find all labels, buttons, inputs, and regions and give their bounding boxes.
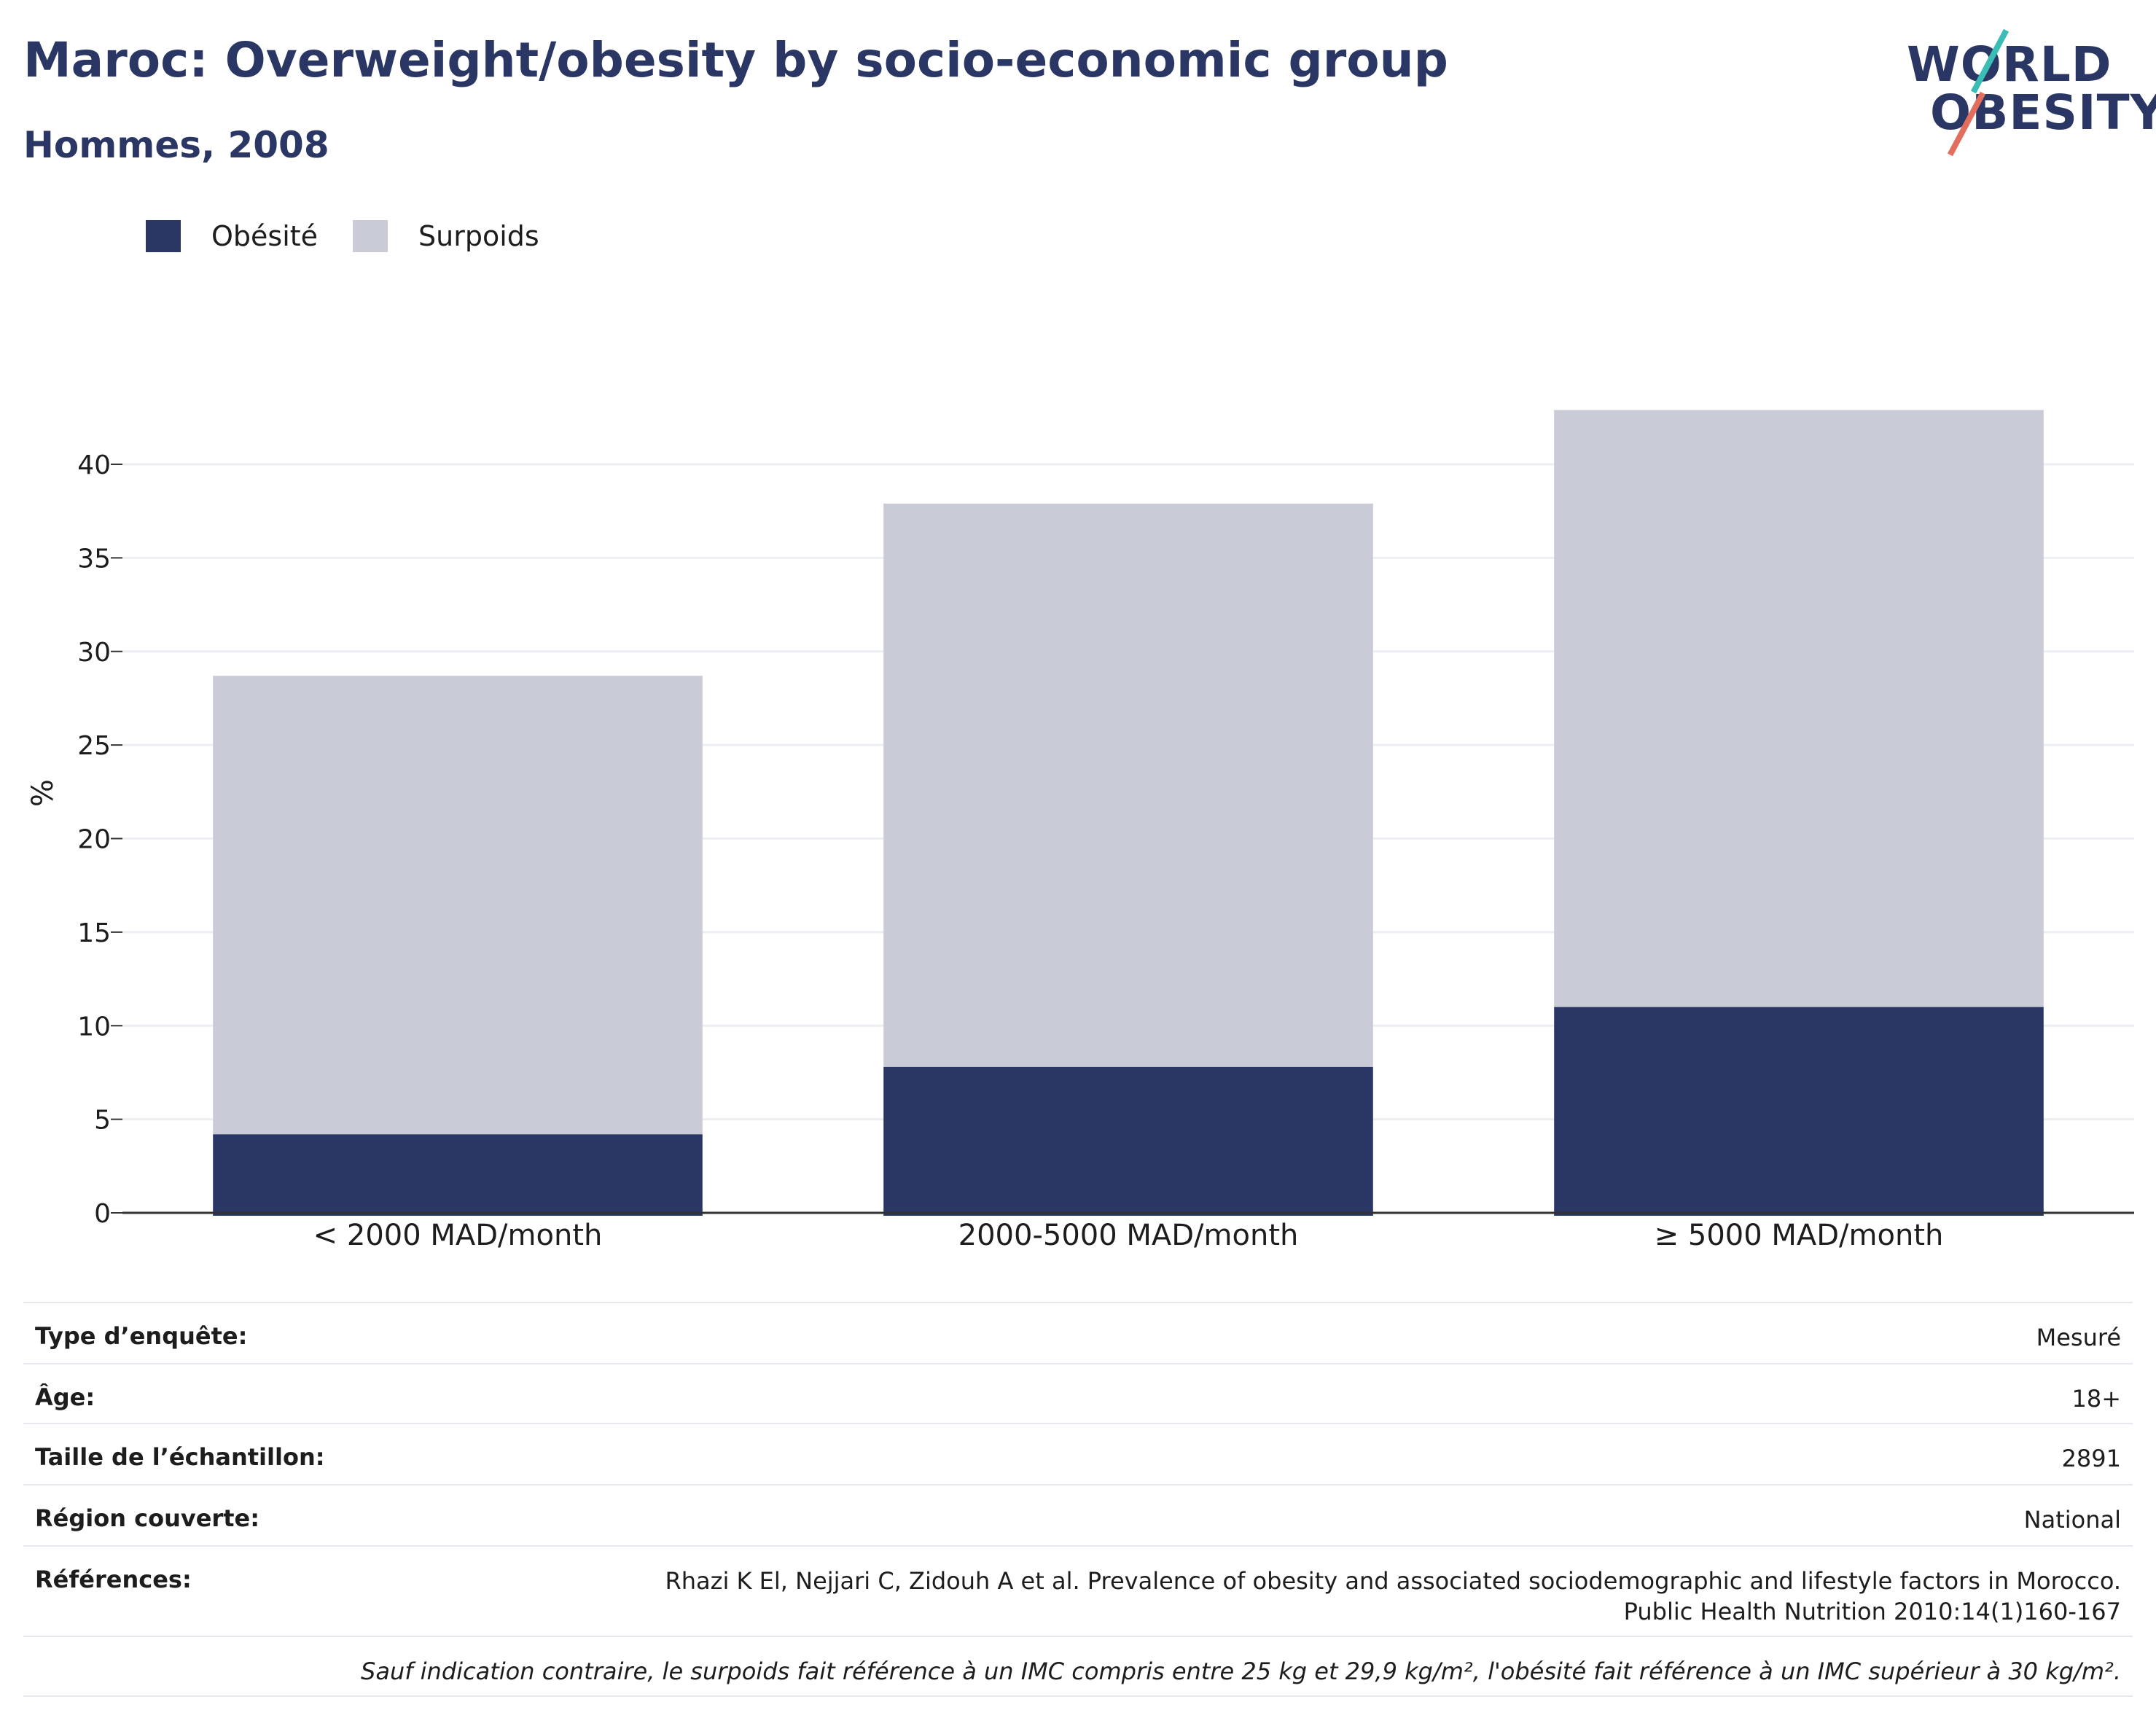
y-tick-label-15: 15	[77, 918, 111, 948]
legend-label-obesite: Obésité	[211, 220, 319, 252]
info-bottom-border	[23, 1695, 2133, 1697]
bar-obesite-2	[1554, 1007, 2044, 1216]
chart-bars	[213, 410, 2044, 1216]
info-row: Âge: 18+	[23, 1363, 2133, 1424]
legend-label-surpoids: Surpoids	[418, 220, 539, 252]
chart-title: Maroc: Overweight/obesity by socio-econo…	[23, 32, 1448, 88]
y-tick-label-20: 20	[77, 825, 111, 855]
chart-subtitle: Hommes, 2008	[23, 124, 329, 166]
info-value: 2891	[2061, 1445, 2121, 1472]
legend-swatch-surpoids	[353, 220, 388, 252]
y-tick-labels: 0 5 10 15 20 25 30 35 40	[77, 450, 111, 1229]
legend-swatch-obesite	[146, 220, 181, 252]
bar-obesite-1	[883, 1066, 1373, 1216]
info-key: Taille de l’échantillon:	[35, 1443, 325, 1471]
y-tick-label-10: 10	[77, 1012, 111, 1042]
y-tick-label-25: 25	[77, 731, 111, 761]
bar-surpoids-2	[1554, 410, 2044, 1007]
logo-word-world: WORLD	[1907, 36, 2112, 93]
info-value: 18+	[2071, 1385, 2121, 1413]
y-tick-label-40: 40	[77, 450, 111, 480]
x-category-labels: < 2000 MAD/month 2000-5000 MAD/month ≥ 500…	[313, 1219, 1944, 1252]
y-tick-label-0: 0	[94, 1199, 111, 1229]
stacked-bar-chart: 0 5 10 15 20 25 30 35 40 < 2000 MAD/month 2000-50…	[26, 410, 2134, 1252]
info-note-row: Sauf indication contraire, le surpoids f…	[23, 1636, 2133, 1697]
info-row: Références: Rhazi K El, Nejjari C, Zidouh…	[23, 1545, 2133, 1637]
info-key: Âge:	[35, 1383, 95, 1411]
info-row: Région couverte: National	[23, 1484, 2133, 1547]
info-row: Type d’enquête: Mesuré	[23, 1302, 2133, 1364]
x-category-label-0: < 2000 MAD/month	[313, 1219, 603, 1252]
info-value: National	[2023, 1506, 2121, 1534]
logo-word-obesity: OBESITY	[1930, 85, 2156, 141]
info-key: Type d’enquête:	[35, 1322, 248, 1350]
info-key: Références:	[35, 1566, 192, 1593]
y-tick-label-30: 30	[77, 638, 111, 668]
bar-obesite-0	[213, 1134, 703, 1216]
info-value: Rhazi K El, Nejjari C, Zidouh A et al. P…	[665, 1567, 2121, 1625]
x-category-label-1: 2000-5000 MAD/month	[958, 1219, 1299, 1252]
world-obesity-logo: WORLD OBESITY	[1902, 22, 2156, 157]
info-value: Mesuré	[2036, 1324, 2121, 1351]
info-key: Région couverte:	[35, 1504, 259, 1532]
definition-note: Sauf indication contraire, le surpoids f…	[361, 1657, 2121, 1685]
y-tick-label-5: 5	[94, 1106, 111, 1136]
x-category-label-2: ≥ 5000 MAD/month	[1655, 1219, 1944, 1252]
y-axis-title: %	[26, 779, 60, 807]
info-row: Taille de l’échantillon: 2891	[23, 1423, 2133, 1485]
y-tick-label-35: 35	[77, 544, 111, 574]
bar-surpoids-1	[883, 503, 1373, 1067]
bar-surpoids-0	[213, 676, 703, 1135]
